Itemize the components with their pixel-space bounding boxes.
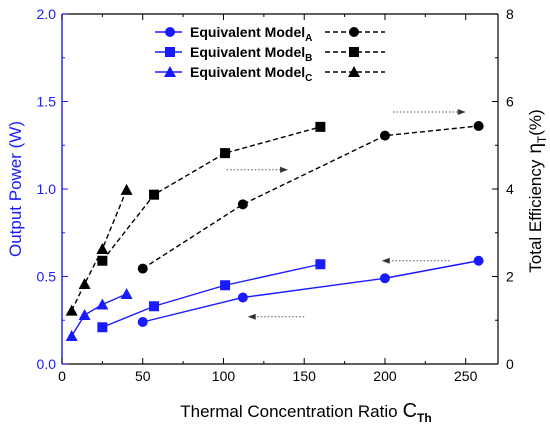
series-line <box>71 293 127 337</box>
legend-marker-right <box>348 66 360 77</box>
data-point <box>149 301 160 312</box>
data-point <box>78 309 91 320</box>
x-axis-title: Thermal Concentration Ratio CTh <box>180 400 431 425</box>
series-line <box>71 189 128 311</box>
annotation-arrow-head <box>247 313 256 320</box>
data-point <box>237 199 248 210</box>
data-point <box>96 242 109 254</box>
data-point <box>137 317 148 327</box>
data-point <box>379 130 390 141</box>
legend-label: Equivalent ModelA <box>190 24 312 44</box>
data-point <box>220 280 231 291</box>
x-tick-label: 200 <box>373 368 397 384</box>
axis-ticks <box>61 13 498 365</box>
annotation-arrow-head <box>381 257 390 264</box>
data-point <box>65 330 78 341</box>
y-axis-right-title: Total EfficiencyηT(%) <box>525 109 549 272</box>
legend-marker-right <box>349 47 359 57</box>
data-point <box>315 121 326 132</box>
y-right-tick-label: 4 <box>506 181 514 197</box>
data-point <box>237 292 248 303</box>
series-line <box>142 125 479 270</box>
series-line <box>101 126 321 262</box>
data-point <box>315 259 326 270</box>
y-right-tick-label: 0 <box>506 356 514 372</box>
x-tick-label: 150 <box>293 368 317 384</box>
x-tick-label: 50 <box>135 368 151 384</box>
x-tick-label: 250 <box>454 368 478 384</box>
data-point <box>78 277 91 289</box>
data-point <box>220 148 231 159</box>
series-line <box>142 260 479 323</box>
series-group <box>65 121 484 341</box>
data-point <box>65 304 78 316</box>
y-right-tick-label: 8 <box>506 6 514 22</box>
data-point <box>473 121 484 131</box>
data-point <box>97 255 108 266</box>
legend-marker-left <box>164 66 176 77</box>
legend-label: Equivalent ModelC <box>190 64 312 84</box>
data-point <box>96 298 109 310</box>
data-point <box>120 288 133 299</box>
data-point <box>137 263 148 274</box>
legend-marker-left <box>165 47 175 57</box>
legend-label: Equivalent ModelB <box>190 44 312 64</box>
y-left-tick-label: 1.0 <box>37 181 57 197</box>
data-point <box>379 273 390 284</box>
data-point <box>120 183 133 195</box>
x-tick-label: 100 <box>212 368 236 384</box>
series-line <box>102 263 321 328</box>
data-point <box>473 255 484 266</box>
annotation-arrow-head <box>280 166 289 173</box>
annotation-arrow-head <box>457 109 466 115</box>
x-tick-label: 0 <box>58 368 66 384</box>
legend-marker-right <box>349 27 359 37</box>
y-left-tick-label: 1.5 <box>37 94 57 110</box>
y-left-tick-label: 2.0 <box>37 6 57 22</box>
legend-marker-left <box>165 27 175 37</box>
annotations <box>226 109 466 320</box>
y-axis-left-title: Output Power (W) <box>6 121 25 257</box>
y-left-tick-label: 0.0 <box>37 356 57 372</box>
y-left-tick-label: 0.5 <box>37 269 57 285</box>
y-right-tick-label: 6 <box>506 94 514 110</box>
tick-labels: 0 50 100 150 200 250 0.0 0.5 1.0 1.5 2.0 0 2 4 6 8 <box>37 6 514 384</box>
y-right-tick-label: 2 <box>506 269 514 285</box>
data-point <box>97 322 108 333</box>
data-point <box>149 189 160 200</box>
